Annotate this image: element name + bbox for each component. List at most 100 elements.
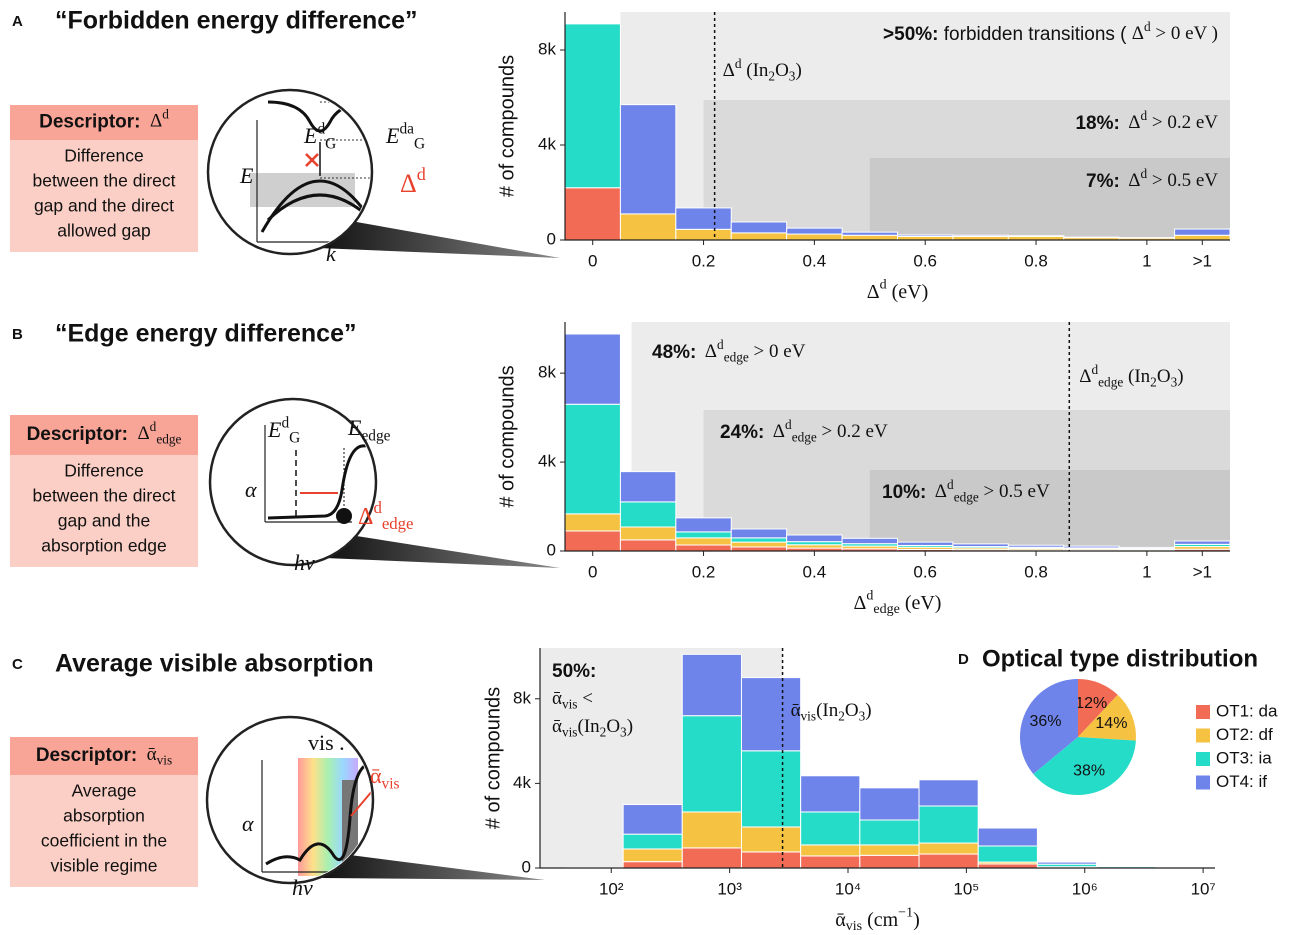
text-run: Descriptor: bbox=[39, 112, 140, 133]
bar-segment bbox=[1096, 865, 1157, 868]
text-run: vis . bbox=[308, 730, 345, 755]
text-run: d bbox=[1144, 19, 1151, 34]
text-run: d bbox=[150, 419, 157, 434]
text-run: G bbox=[289, 429, 300, 446]
text-run: −1 bbox=[898, 906, 913, 921]
text-run: d bbox=[947, 477, 954, 492]
x-tick-label: 10² bbox=[599, 879, 624, 898]
inset-label: E bbox=[239, 163, 254, 188]
text-run: vis bbox=[562, 697, 578, 712]
text-run: d bbox=[1140, 108, 1147, 123]
bar-segment bbox=[1174, 234, 1231, 241]
x-tick-label: 10⁵ bbox=[953, 879, 979, 898]
text-run: edge bbox=[724, 350, 749, 365]
shaded-region bbox=[703, 100, 1230, 240]
text-run: edge bbox=[954, 490, 979, 505]
bar-segment bbox=[564, 333, 621, 405]
text-run: 50%: bbox=[552, 661, 596, 682]
bar-segment bbox=[952, 543, 1009, 548]
text-run: Descriptor: bbox=[27, 424, 128, 445]
bar-segment bbox=[800, 775, 861, 813]
x-tick-label: >1 bbox=[1193, 251, 1212, 270]
text-run: α bbox=[245, 477, 257, 502]
bar-segment bbox=[786, 227, 843, 235]
region-label: 24%: Δdedge > 0.2 eV bbox=[720, 417, 888, 445]
descriptor-text: coefficient in the bbox=[41, 831, 167, 851]
bar-segment bbox=[564, 403, 621, 515]
text-run: d bbox=[735, 56, 742, 71]
text-run: Δ bbox=[128, 423, 150, 444]
x-axis-label: Δdedge (eV) bbox=[854, 589, 942, 618]
x-tick-label: 0.4 bbox=[803, 562, 827, 581]
text-run: E bbox=[267, 417, 282, 442]
bar-segment bbox=[730, 541, 788, 548]
text-run: α bbox=[242, 811, 254, 836]
bar-segment bbox=[918, 842, 979, 855]
descriptor-heading: Descriptor: Δd bbox=[39, 106, 169, 132]
text-run: ᾱ bbox=[137, 744, 157, 765]
descriptor-text: visible regime bbox=[51, 856, 158, 876]
text-run: (eV) bbox=[887, 281, 929, 303]
text-run: 3 bbox=[620, 725, 627, 740]
x-tick-label: 1 bbox=[1142, 251, 1151, 270]
inset-b bbox=[208, 397, 378, 567]
text-run: 2 bbox=[600, 725, 607, 740]
descriptor-heading-box bbox=[10, 737, 198, 775]
y-tick-label: 0 bbox=[547, 229, 556, 248]
legend-label: OT3: ia bbox=[1216, 748, 1272, 767]
text-run: Δ bbox=[696, 341, 717, 362]
text-run: d bbox=[1140, 166, 1147, 181]
text-run: ) bbox=[865, 700, 871, 721]
bar-segment bbox=[681, 811, 742, 849]
inset-label: k bbox=[326, 241, 337, 266]
descriptor-body-box bbox=[10, 775, 198, 887]
text-run: d bbox=[880, 278, 887, 293]
text-run: 24%: bbox=[720, 422, 764, 443]
text-run: < bbox=[578, 688, 593, 709]
text-run: 7%: bbox=[1086, 171, 1120, 192]
bar-segment bbox=[681, 847, 742, 869]
x-tick-label: 10⁴ bbox=[835, 879, 861, 898]
descriptor-body-box bbox=[10, 455, 198, 567]
text-run: > 0.2 eV bbox=[1147, 112, 1218, 133]
bar-segment bbox=[800, 855, 861, 869]
text-run: (In bbox=[578, 716, 601, 737]
slice-label: 12% bbox=[1075, 695, 1107, 712]
text-run: O bbox=[606, 716, 620, 737]
y-tick-label: 4k bbox=[538, 134, 556, 153]
bar-segment bbox=[740, 851, 802, 869]
pie-slice bbox=[1033, 737, 1136, 795]
region-label: 7%: Δd > 0.5 eV bbox=[1086, 166, 1218, 192]
text-run: Δ bbox=[140, 111, 162, 132]
shaded-region bbox=[620, 12, 1230, 240]
text-run: da bbox=[399, 120, 414, 137]
descriptor-heading-box bbox=[10, 105, 198, 140]
descriptor-heading: Descriptor: ᾱvis bbox=[36, 744, 172, 767]
bar-segment bbox=[619, 104, 677, 215]
text-run: Δ bbox=[1132, 23, 1144, 44]
zoom-cone bbox=[325, 535, 560, 568]
text-run: ) bbox=[795, 60, 801, 81]
x-tick-label: 0.2 bbox=[692, 562, 716, 581]
bar-segment bbox=[564, 187, 621, 241]
reference-label: ᾱvis(In2O3) bbox=[791, 700, 872, 723]
slice-label: 14% bbox=[1095, 715, 1127, 732]
text-run: ᾱ bbox=[835, 909, 846, 931]
bar-segment bbox=[897, 234, 954, 237]
text-run: ) bbox=[1177, 366, 1183, 387]
text-run: O bbox=[775, 60, 789, 81]
inset-c bbox=[205, 715, 375, 885]
y-tick-label: 0 bbox=[547, 540, 556, 559]
panel-label: A bbox=[12, 13, 23, 30]
text-run: d bbox=[1092, 362, 1099, 377]
inset-label: hν bbox=[292, 875, 313, 900]
text-run: (In bbox=[1123, 366, 1150, 387]
bar-segment bbox=[730, 221, 788, 234]
panel-title: “Edge energy difference” bbox=[55, 320, 356, 348]
text-run: d bbox=[417, 164, 426, 184]
bar-segment bbox=[977, 863, 1038, 869]
bar-segment bbox=[622, 848, 683, 863]
y-tick-label: 8k bbox=[513, 688, 531, 707]
text-run: k bbox=[326, 241, 337, 266]
bar-segment bbox=[681, 715, 742, 813]
